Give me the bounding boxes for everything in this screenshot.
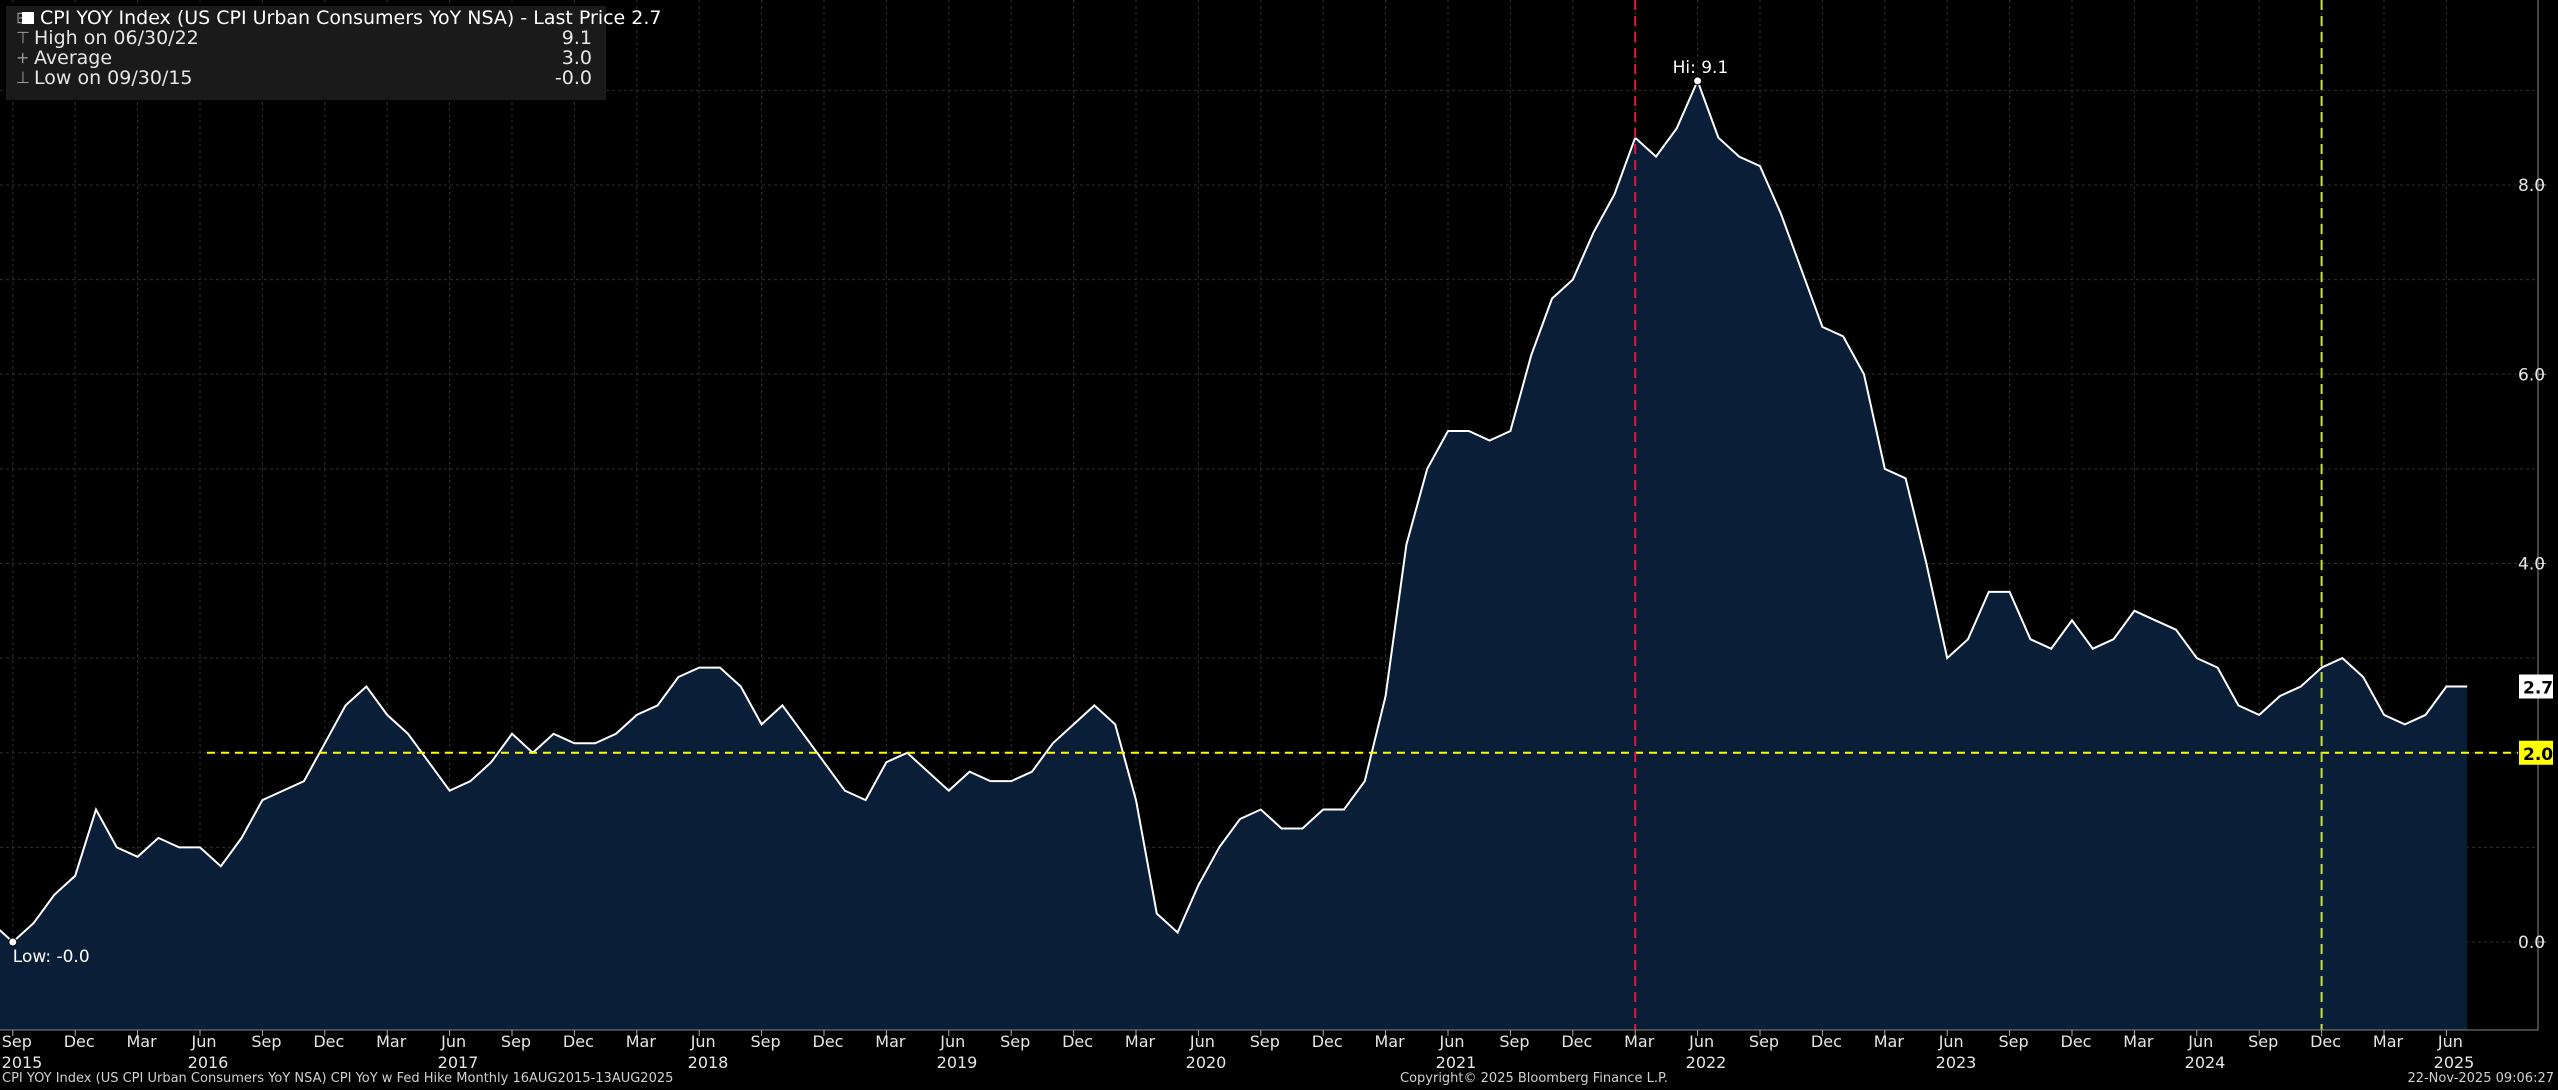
- legend-row-high: ⊤ High on 06/30/22 9.1: [6, 26, 606, 49]
- x-year-label: 2025: [2434, 1053, 2475, 1072]
- x-tick-label: Jun: [2437, 1032, 2463, 1051]
- x-tick-label: Dec: [2310, 1032, 2341, 1051]
- last-value-badge-bg: [2519, 674, 2553, 699]
- series-area: [0, 80, 2468, 1030]
- footer-copyright: Copyright© 2025 Bloomberg Finance L.P.: [1400, 1071, 1668, 1086]
- x-tick-label: Sep: [1000, 1032, 1030, 1051]
- x-year-label: 2016: [188, 1053, 229, 1072]
- x-tick-label: Mar: [875, 1032, 906, 1051]
- x-tick-label: Sep: [251, 1032, 281, 1051]
- x-tick-label: Sep: [2248, 1032, 2278, 1051]
- footer-source: CPI YOY Index (US CPI Urban Consumers Yo…: [2, 1071, 674, 1086]
- x-tick-label: Mar: [626, 1032, 657, 1051]
- x-tick-label: Jun: [1688, 1032, 1714, 1051]
- legend-high-label: High on 06/30/22: [34, 27, 199, 49]
- x-tick-label: Dec: [813, 1032, 844, 1051]
- series-line: [0, 78, 2468, 944]
- x-tick-label: Sep: [1999, 1032, 2029, 1051]
- x-tick-label: Mar: [1125, 1032, 1156, 1051]
- x-tick-label: Dec: [1062, 1032, 1093, 1051]
- x-tick-label: Dec: [1561, 1032, 1592, 1051]
- annotation-point: [1693, 76, 1703, 86]
- x-tick-label: Mar: [1624, 1032, 1655, 1051]
- x-year-label: 2020: [1186, 1053, 1227, 1072]
- average-marker-icon: +: [16, 48, 30, 67]
- x-year-label: 2015: [2, 1053, 43, 1072]
- x-tick-label: Dec: [64, 1032, 95, 1051]
- markers: Hi: 9.1 Low: -0.0: [8, 0, 2518, 1030]
- legend-low-value: -0.0: [554, 67, 592, 89]
- legend-row-average: + Average 3.0: [6, 46, 606, 69]
- last-value-badge: 2.7: [2523, 679, 2553, 699]
- legend-average-value: 3.0: [561, 47, 592, 69]
- legend-row-low: ⊥ Low on 09/30/15 -0.0: [6, 66, 606, 89]
- x-tick-label: Dec: [313, 1032, 344, 1051]
- x-tick-label: Sep: [1499, 1032, 1529, 1051]
- x-tick-label: Sep: [501, 1032, 531, 1051]
- x-tick-label: Sep: [1749, 1032, 1779, 1051]
- x-tick-label: Mar: [1375, 1032, 1406, 1051]
- x-tick-label: Jun: [440, 1032, 466, 1051]
- area-layer: [0, 78, 2468, 1030]
- high-marker-icon: ⊤: [16, 28, 30, 47]
- x-tick-label: Mar: [127, 1032, 158, 1051]
- x-tick-label: Mar: [1874, 1032, 1905, 1051]
- reference-badge: 2.0: [2523, 745, 2553, 765]
- legend-high-value: 9.1: [561, 27, 592, 49]
- x-tick-label: Dec: [1312, 1032, 1343, 1051]
- y-tick-label: 4.0: [2518, 555, 2545, 575]
- y-tick-label: 8.0: [2518, 176, 2545, 196]
- x-year-label: 2022: [1686, 1053, 1727, 1072]
- x-tick-label: Mar: [2373, 1032, 2404, 1051]
- x-tick-label: Jun: [191, 1032, 217, 1051]
- x-tick-label: Dec: [2061, 1032, 2092, 1051]
- footer-timestamp: 22-Nov-2025 09:06:27: [2407, 1071, 2554, 1086]
- x-tick-label: Jun: [1439, 1032, 1465, 1051]
- series-swatch-icon: [22, 12, 34, 24]
- y-tick-label: 0.0: [2518, 933, 2545, 953]
- x-tick-label: Sep: [751, 1032, 781, 1051]
- x-tick-label: Dec: [563, 1032, 594, 1051]
- annotation-label: Low: -0.0: [13, 947, 90, 967]
- x-tick-label: Jun: [1189, 1032, 1215, 1051]
- legend-title-row: ⊟ CPI YOY Index (US CPI Urban Consumers …: [6, 6, 662, 28]
- x-year-label: 2018: [688, 1053, 729, 1072]
- x-tick-label: Jun: [1938, 1032, 1964, 1051]
- x-year-label: 2017: [438, 1053, 479, 1072]
- x-tick-label: Mar: [376, 1032, 407, 1051]
- low-marker-icon: ⊥: [16, 68, 30, 87]
- x-tick-label: Dec: [1811, 1032, 1842, 1051]
- legend-title: CPI YOY Index (US CPI Urban Consumers Yo…: [40, 7, 662, 29]
- legend-average-label: Average: [34, 47, 113, 69]
- x-tick-label: Sep: [2, 1032, 32, 1051]
- x-tick-label: Jun: [2187, 1032, 2213, 1051]
- x-year-label: 2021: [1436, 1053, 1477, 1072]
- reference-badge-bg: [2519, 740, 2553, 765]
- annotation-point: [8, 937, 18, 947]
- x-year-label: 2024: [2185, 1053, 2226, 1072]
- x-year-label: 2019: [937, 1053, 978, 1072]
- y-tick-label: 6.0: [2518, 365, 2545, 385]
- x-tick-label: Jun: [690, 1032, 716, 1051]
- x-tick-label: Sep: [1250, 1032, 1280, 1051]
- legend: ⊟ CPI YOY Index (US CPI Urban Consumers …: [6, 6, 662, 100]
- annotation-label: Hi: 9.1: [1673, 58, 1729, 78]
- x-tick-label: Jun: [939, 1032, 965, 1051]
- x-tick-label: Mar: [2123, 1032, 2154, 1051]
- legend-low-label: Low on 09/30/15: [34, 67, 193, 89]
- x-year-label: 2023: [1936, 1053, 1977, 1072]
